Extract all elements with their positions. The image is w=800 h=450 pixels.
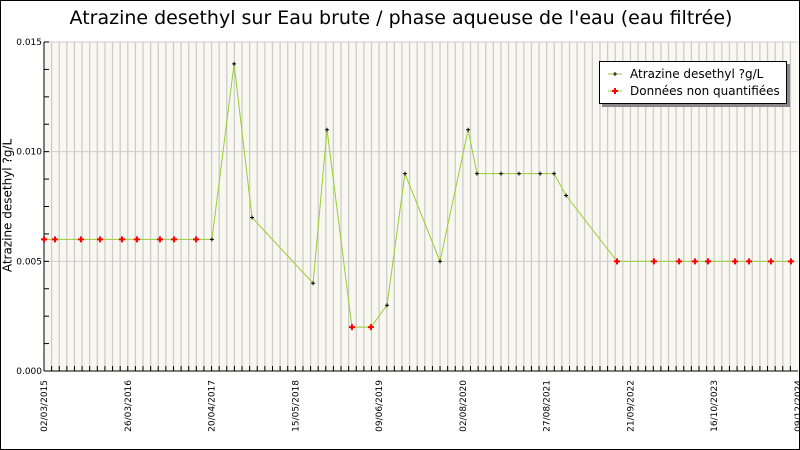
data-point (516, 171, 521, 176)
data-point-non-quantified (193, 236, 200, 243)
data-point-non-quantified (348, 324, 355, 331)
x-tick-label: 20/04/2017 (208, 380, 218, 432)
y-tick-label: 0.000 (16, 367, 42, 377)
chart-title: Atrazine desethyl sur Eau brute / phase … (69, 7, 733, 29)
legend-marker-red-plus-icon (608, 88, 622, 94)
x-tick-label: 16/10/2023 (710, 380, 720, 432)
data-point (438, 259, 443, 264)
data-point-non-quantified (51, 236, 58, 243)
y-tick-label: 0.005 (16, 257, 42, 267)
data-point (499, 171, 504, 176)
data-point-non-quantified (171, 236, 178, 243)
data-point (325, 127, 330, 132)
data-point (384, 303, 389, 308)
data-point (402, 171, 407, 176)
legend-label: Données non quantifiées (630, 84, 780, 98)
data-point (311, 281, 316, 286)
data-point-non-quantified (650, 258, 657, 265)
x-tick-label: 21/09/2022 (626, 380, 636, 432)
data-point (232, 61, 237, 66)
legend-item-non-quantified: Données non quantifiées (608, 82, 780, 100)
data-point (474, 171, 479, 176)
data-point (538, 171, 543, 176)
x-tick-label: 02/03/2015 (40, 380, 50, 432)
x-tick-label: 09/06/2019 (375, 380, 385, 432)
y-tick-label: 0.010 (16, 148, 42, 158)
data-point-non-quantified (96, 236, 103, 243)
data-point-non-quantified (767, 258, 774, 265)
legend-item-quantified: Atrazine desethyl ?g/L (608, 65, 763, 83)
data-point-non-quantified (156, 236, 163, 243)
data-point-non-quantified (613, 258, 620, 265)
legend: Atrazine desethyl ?g/L Données non quant… (599, 61, 787, 104)
data-point-non-quantified (732, 258, 739, 265)
x-tick-label: 09/12/2024 (794, 380, 800, 432)
x-tick-label: 02/08/2020 (459, 380, 469, 432)
data-point-non-quantified (118, 236, 125, 243)
data-point-non-quantified (691, 258, 698, 265)
data-point-non-quantified (77, 236, 84, 243)
legend-marker-black-plus-icon (608, 72, 622, 76)
data-point (564, 193, 569, 198)
data-point (250, 215, 255, 220)
data-point-non-quantified (705, 258, 712, 265)
y-tick-label: 0.015 (16, 38, 42, 48)
data-point (209, 237, 214, 242)
data-point (552, 171, 557, 176)
data-point-non-quantified (676, 258, 683, 265)
data-point-non-quantified (746, 258, 753, 265)
data-point-non-quantified (133, 236, 140, 243)
data-point-non-quantified (788, 258, 795, 265)
x-tick-label: 26/03/2016 (124, 380, 134, 432)
data-point (466, 127, 471, 132)
data-point-non-quantified (367, 324, 374, 331)
x-tick-label: 27/08/2021 (543, 380, 553, 432)
x-tick-label: 15/05/2018 (291, 380, 301, 432)
data-point-non-quantified (41, 236, 47, 243)
legend-label: Atrazine desethyl ?g/L (630, 67, 764, 81)
